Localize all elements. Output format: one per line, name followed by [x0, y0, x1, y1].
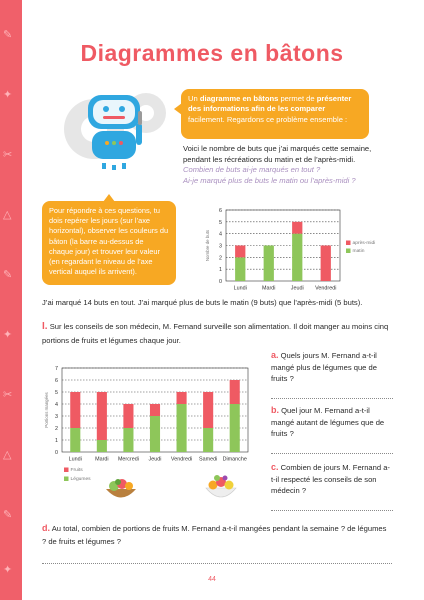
question-d: d. Au total, combien de portions de frui…: [42, 522, 392, 564]
problem-text: Voici le nombre de buts que j’ai marqués…: [183, 144, 372, 164]
portions-bar-chart: 0 1 2 3 4 5 6 7 Portions mangées Lundi Mardi Mercre…: [44, 366, 249, 482]
y-tick-label: 7: [55, 366, 58, 372]
answer-line-a[interactable]: [271, 398, 393, 400]
x-tick-label: Dimanche: [223, 456, 247, 462]
y-tick-label: 2: [219, 255, 222, 261]
pencil-doodle-icon: ✎: [3, 509, 13, 521]
y-tick-label: 1: [55, 438, 58, 444]
question-a: a. Quels jours M. Fernand a-t-il mangé p…: [271, 349, 393, 400]
exercise-text: Sur les conseils de son médecin, M. Fern…: [42, 322, 389, 345]
bar-segment: [96, 440, 107, 452]
y-tick-label: 1: [219, 267, 222, 273]
bar-segment: [229, 404, 240, 452]
bar-segment: [263, 245, 274, 281]
x-tick-label: Mercredi: [118, 456, 139, 462]
answer-line-d[interactable]: [42, 562, 392, 564]
decorative-side-border: ✎ ✦ ✂ △ ✎ ✦ ✂ △ ✎ ✦: [0, 0, 22, 600]
scissors-doodle-icon: ✂: [3, 389, 13, 401]
y-tick-label: 3: [55, 414, 58, 420]
x-tick-label: Lundi: [69, 456, 82, 462]
y-tick-label: 2: [55, 426, 58, 432]
y-tick-label: 5: [55, 390, 58, 396]
page-title: Diagrammes en bâtons: [80, 40, 344, 66]
fruit-bowl-illustration: [205, 475, 237, 498]
problem-question-1: Combien de buts ai-je marqués en tout ?: [183, 165, 321, 175]
y-tick-label: 6: [219, 208, 222, 214]
triangle-doodle-icon: △: [3, 209, 12, 221]
bar-segment: [203, 428, 214, 452]
y-axis-label: Portions mangées: [44, 392, 49, 428]
pencil-doodle-icon: ✎: [3, 29, 13, 41]
exercise-number: I.: [42, 321, 48, 332]
y-tick-label: 4: [219, 232, 222, 238]
bar-segment: [123, 428, 134, 452]
bar-segment: [235, 257, 246, 281]
tip-speech-bubble: Pour répondre à ces questions, tu dois r…: [42, 194, 176, 285]
page-number: 44: [208, 576, 216, 583]
y-axis-label: Nombre de buts: [205, 229, 210, 261]
problem-statement: Voici le nombre de buts que j’ai marqués…: [183, 144, 383, 187]
problem-question-2: Ai-je marqué plus de buts le matin ou l’…: [183, 175, 356, 185]
legend-swatch: [346, 248, 351, 253]
x-tick-label: Mardi: [95, 456, 108, 462]
goals-bar-chart: 0 1 2 3 4 5 6 Nombre de buts Lundi Mardi Jeudi Vend…: [205, 208, 376, 291]
bar-segment: [149, 404, 161, 416]
bar-segment: [176, 404, 187, 452]
question-c: c. Combien de jours M. Fernand a-t-il re…: [271, 461, 393, 512]
x-tick-label: Lundi: [234, 285, 247, 291]
question-b: b. Quel jour M. Fernand a-t-il mangé aut…: [271, 404, 393, 455]
robot-mascot-illustration: [64, 93, 166, 170]
star-doodle-icon: ✦: [3, 89, 13, 101]
legend-swatch: [64, 467, 69, 472]
bar-segment: [292, 233, 303, 281]
y-tick-label: 0: [55, 450, 58, 456]
bar-segment: [292, 221, 303, 234]
y-tick-label: 4: [55, 402, 58, 408]
legend-swatch: [64, 476, 69, 481]
exercise-statement: I. Sur les conseils de son médecin, M. F…: [42, 320, 392, 346]
legend-label: Légumes: [71, 476, 92, 482]
answer-line-b[interactable]: [271, 453, 393, 455]
intro-speech-bubble: Un diagramme en bâtons permet de présent…: [174, 89, 369, 139]
bar-segment: [203, 392, 214, 428]
bar-segment: [235, 245, 246, 258]
bar-segment: [70, 392, 81, 428]
x-tick-label: Jeudi: [291, 285, 304, 291]
bar-segment: [149, 416, 161, 452]
bar-segment: [320, 245, 331, 281]
legend-label: Fruits: [71, 467, 84, 473]
bar-segment: [70, 428, 81, 452]
bar-segment: [229, 380, 240, 404]
x-tick-label: Mardi: [262, 285, 275, 291]
x-tick-label: Samedi: [199, 456, 217, 462]
conclusion-text: J’ai marqué 14 buts en tout. J’ai marqué…: [42, 298, 363, 307]
scissors-doodle-icon: ✂: [3, 149, 13, 161]
bar-segment: [96, 392, 107, 440]
legend-swatch: [346, 240, 351, 245]
bar-segment: [123, 404, 134, 428]
y-tick-label: 5: [219, 220, 222, 226]
pencil-doodle-icon: ✎: [3, 269, 13, 281]
star-doodle-icon: ✦: [3, 329, 13, 341]
bar-segment: [176, 392, 187, 404]
x-tick-label: Vendredi: [171, 456, 192, 462]
y-tick-label: 0: [219, 279, 222, 285]
x-tick-label: Jeudi: [149, 456, 162, 462]
y-tick-label: 6: [55, 378, 58, 384]
answer-line-c[interactable]: [271, 510, 393, 512]
legend-label: après-midi: [353, 240, 376, 246]
triangle-doodle-icon: △: [3, 449, 12, 461]
y-tick-label: 3: [219, 244, 222, 250]
vegetable-basket-illustration: [106, 479, 136, 498]
legend-label: matin: [353, 248, 365, 254]
star-doodle-icon: ✦: [3, 564, 13, 576]
x-tick-label: Vendredi: [315, 285, 336, 291]
